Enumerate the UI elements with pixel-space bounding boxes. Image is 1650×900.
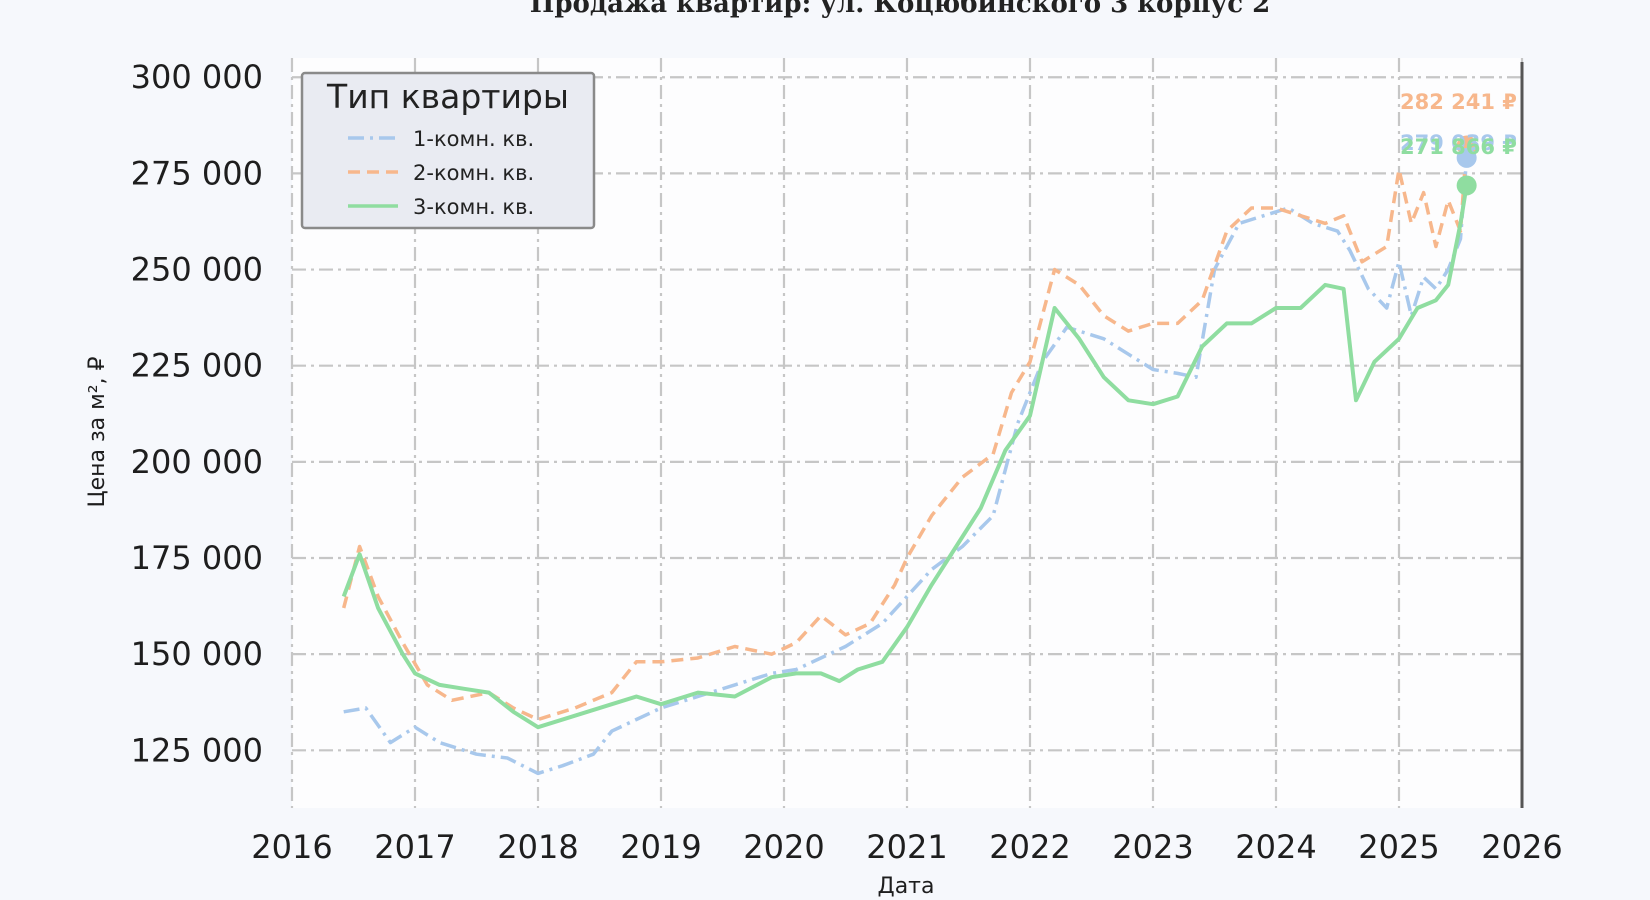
- x-tick-label: 2020: [743, 828, 824, 866]
- y-tick-labels: 125 000 150 000 175 000 200 000 225 000 250 0…: [131, 58, 263, 769]
- chart-title: Продажа квартир: ул. Коцюбинского 3 корп…: [530, 0, 1270, 19]
- series-line-3: [341, 185, 1469, 730]
- x-tick-label: 2016: [251, 828, 332, 866]
- series-line-1: [343, 157, 1469, 776]
- gridlines: [290, 58, 1524, 808]
- x-axis-label: Дата: [878, 874, 935, 899]
- x-tick-label: 2025: [1358, 828, 1439, 866]
- x-tick-label: 2018: [497, 828, 578, 866]
- legend-box: [300, 71, 596, 230]
- y-tick-label: 150 000: [131, 635, 263, 673]
- legend-label: 2-комн. кв.: [413, 161, 534, 185]
- y-tick-label: 175 000: [131, 539, 263, 577]
- last-point-marker: [1456, 147, 1477, 168]
- x-tick-labels: 2016 2017 2018 2019 2020 2021 2022 2023 2024 2025…: [251, 828, 1562, 866]
- last-value-label: 271 866 ₽: [1400, 135, 1517, 159]
- series-line-2: [342, 145, 1469, 722]
- legend-label: 1-комн. кв.: [413, 127, 534, 151]
- last-point-marker: [1456, 175, 1477, 196]
- x-tick-label: 2026: [1481, 828, 1562, 866]
- y-axis-label: Цена за м², ₽: [85, 356, 110, 507]
- y-tick-label: 225 000: [131, 347, 263, 385]
- x-tick-label: 2022: [989, 828, 1070, 866]
- series-lines: [341, 145, 1469, 776]
- y-tick-label: 250 000: [131, 251, 263, 289]
- last-value-label: 279 039 ₽: [1400, 131, 1517, 155]
- x-tick-label: 2024: [1235, 828, 1316, 866]
- y-tick-label: 200 000: [131, 443, 263, 481]
- legend: Тип квартиры 1-комн. кв. 2-комн. кв. 3-ком…: [300, 71, 596, 230]
- legend-entries: 1-комн. кв. 2-комн. кв. 3-комн. кв.: [348, 127, 534, 219]
- x-tick-label: 2017: [374, 828, 455, 866]
- x-tick-label: 2023: [1112, 828, 1193, 866]
- last-value-annotations: 282 241 ₽ 279 039 ₽271 866 ₽: [1400, 90, 1517, 196]
- y-tick-label: 125 000: [131, 731, 263, 769]
- y-tick-label: 300 000: [131, 58, 263, 96]
- y-tick-label: 275 000: [131, 154, 263, 192]
- legend-label: 3-комн. кв.: [413, 195, 534, 219]
- x-tick-label: 2021: [866, 828, 947, 866]
- x-tick-label: 2019: [620, 828, 701, 866]
- last-value-label: 282 241 ₽: [1400, 90, 1517, 114]
- legend-title: Тип квартиры: [326, 77, 569, 116]
